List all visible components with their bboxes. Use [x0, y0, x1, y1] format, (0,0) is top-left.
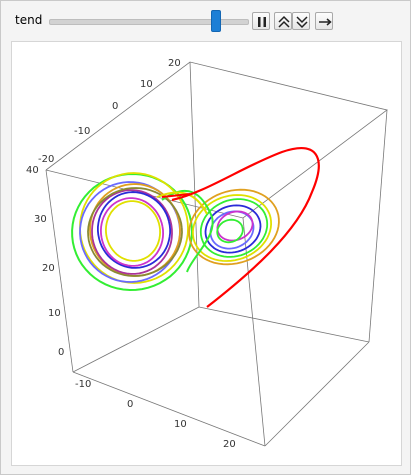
- tick-label: -10: [75, 379, 91, 390]
- box-bottom-back-right: [198, 306, 370, 343]
- tick-label: -20: [38, 154, 54, 165]
- double-chevron-down-icon: [296, 16, 308, 29]
- tick-label: 30: [34, 214, 47, 225]
- pause-icon: [258, 17, 266, 27]
- attractor-loop-left: [97, 191, 171, 269]
- control-bar: tend: [1, 1, 410, 39]
- pause-button[interactable]: [252, 12, 270, 30]
- tick-label: 10: [48, 308, 61, 319]
- attractor-loop-right: [199, 198, 269, 258]
- attractor-loop-left: [104, 200, 162, 262]
- bounding-box: [45, 61, 388, 447]
- trajectories: [71, 147, 320, 308]
- slider-thumb[interactable]: [211, 10, 222, 32]
- tick-label: 0: [58, 347, 64, 358]
- box-left-edge: [45, 169, 74, 373]
- box-bottom-back-left: [72, 306, 200, 373]
- attractor-loop-left: [99, 197, 165, 267]
- direction-button[interactable]: [315, 12, 333, 30]
- attractor-loop-right: [204, 204, 262, 254]
- tick-label: 20: [168, 58, 181, 69]
- attractor-loop-left: [91, 189, 173, 275]
- z-axis-ticks: 40 30 20 10 0: [26, 165, 64, 358]
- tick-label: 0: [127, 399, 133, 410]
- tick-label: 10: [174, 419, 187, 430]
- right-arrow-icon: [319, 18, 332, 26]
- tend-slider[interactable]: [49, 19, 249, 25]
- tick-label: -10: [74, 126, 90, 137]
- initial-trajectory: [171, 147, 320, 308]
- plot-area[interactable]: 20 10 0 -10 -20 40 30 20 10 0 -10 0 10 2…: [11, 41, 402, 466]
- x-axis-ticks: -10 0 10 20: [75, 379, 236, 450]
- speed-down-button[interactable]: [292, 12, 310, 30]
- attractor-loop-right: [216, 218, 244, 244]
- tick-label: 10: [140, 79, 153, 90]
- attractor-loop-right: [188, 188, 280, 266]
- attractor-bridge: [161, 189, 214, 273]
- speed-up-button[interactable]: [274, 12, 292, 30]
- box-bottom-front-right: [264, 341, 370, 447]
- tick-label: 0: [112, 101, 118, 112]
- attractor-loop-right: [191, 194, 273, 262]
- box-bottom-front-left: [72, 371, 266, 447]
- lorenz-attractor-plot: 20 10 0 -10 -20 40 30 20 10 0 -10 0 10 2…: [26, 58, 388, 450]
- box-right-edge: [368, 109, 388, 343]
- y-axis-ticks: 20 10 0 -10 -20: [38, 58, 181, 165]
- attractor-loop-left: [87, 187, 183, 277]
- tick-label: 20: [42, 263, 55, 274]
- tick-label: 40: [26, 165, 39, 176]
- tick-label: 20: [223, 439, 236, 450]
- initial-trajectory: [161, 193, 191, 198]
- box-back-edge: [189, 61, 200, 308]
- control-label: tend: [15, 13, 43, 27]
- double-chevron-up-icon: [278, 15, 290, 28]
